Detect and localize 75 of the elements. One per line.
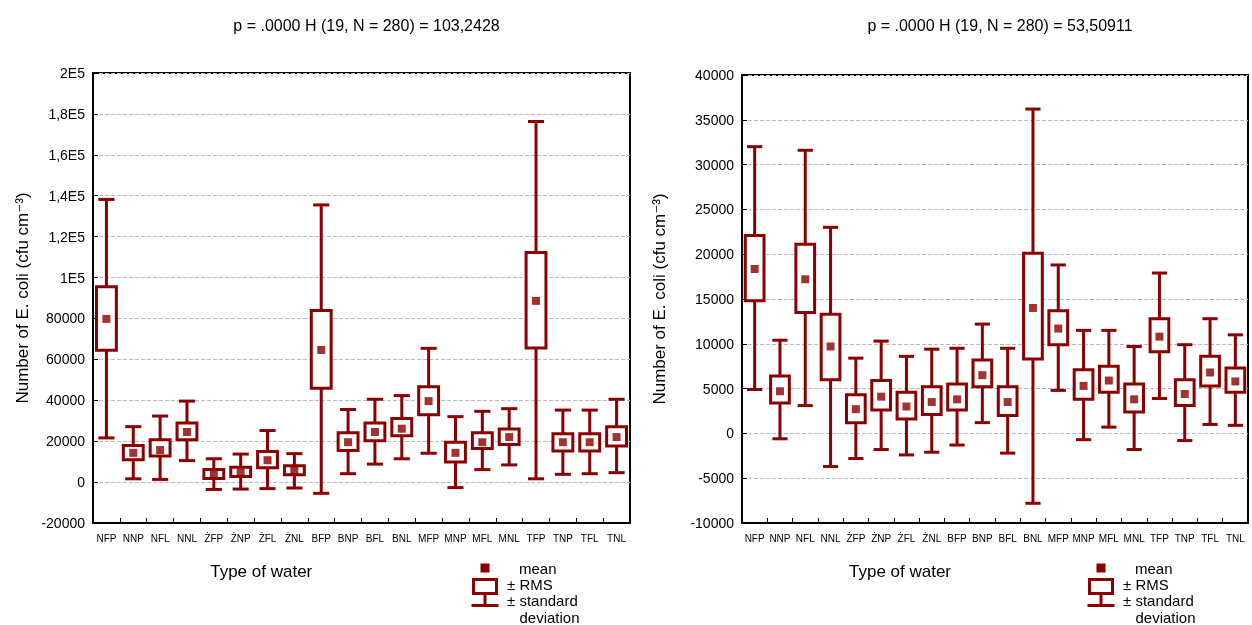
text: ± RMS <box>1123 576 1169 593</box>
x-tick-label: TFL <box>1201 532 1220 544</box>
x-tick-label: TFP <box>526 532 546 544</box>
y-tick-label: -5000 <box>698 470 735 487</box>
x-tick-label: BFL <box>365 532 385 544</box>
y-tick-label: 0 <box>77 474 86 491</box>
chart-title: p = .0000 H (19, N = 280) = 103,2428 <box>233 16 500 34</box>
y-tick-label: 10000 <box>695 335 735 352</box>
x-tick-label: NNL <box>176 532 198 544</box>
text: ± standard deviation <box>1123 592 1196 625</box>
y-tick-label: 1,4E5 <box>48 187 86 204</box>
y-tick-label: 1,6E5 <box>48 146 86 163</box>
x-tick-label: MNP <box>444 532 467 544</box>
x-tick-label: TNL <box>1225 532 1246 544</box>
y-tick-label: 35000 <box>695 111 735 128</box>
y-tick-label: -20000 <box>41 515 86 531</box>
x-tick-label: NFP <box>744 532 765 544</box>
x-tick-label: MNL <box>498 532 521 544</box>
x-tick-label: MFL <box>1098 532 1120 544</box>
x-tick-label: MFP <box>1047 532 1070 544</box>
x-tick-label: BFP <box>947 532 968 544</box>
x-tick-label: BNP <box>972 532 993 544</box>
x-tick-label: MFP <box>418 532 440 544</box>
x-tick-label: TNP <box>1174 532 1196 544</box>
x-tick-label: TNP <box>552 532 574 544</box>
x-tick-label: ŻNP <box>230 531 252 544</box>
chart-title: p = .0000 H (19, N = 280) = 53,50911 <box>867 16 1133 34</box>
y-tick-label: 1,2E5 <box>48 228 86 245</box>
y-tick-label: 40000 <box>46 392 86 409</box>
y-tick-label: 40000 <box>695 67 735 83</box>
y-axis-title: Number of E. coli (cfu cm⁻³) <box>12 192 32 404</box>
x-tick-label: BNL <box>392 532 412 544</box>
y-tick-label: 1,8E5 <box>48 105 86 122</box>
y-tick-label: 1E5 <box>60 269 86 286</box>
y-tick-label: 20000 <box>695 246 735 263</box>
x-tick-label: MNL <box>1123 532 1146 544</box>
y-tick-label: 15000 <box>695 291 735 307</box>
x-tick-label: MNP <box>1072 532 1095 544</box>
x-tick-label: ŻNL <box>922 531 942 544</box>
text: mean <box>1135 560 1173 577</box>
y-tick-label: 25000 <box>695 201 735 218</box>
y-tick-label: 80000 <box>46 310 86 327</box>
x-tick-label: ŻNP <box>871 531 892 544</box>
y-tick-label: 30000 <box>695 156 735 173</box>
text: mean <box>519 560 557 577</box>
x-tick-label: NNP <box>122 532 145 544</box>
y-tick-label: 2E5 <box>60 65 86 81</box>
x-tick-label: NNP <box>769 532 791 544</box>
x-tick-label: TFP <box>1150 532 1170 544</box>
x-tick-label: BFP <box>311 532 332 544</box>
x-tick-label: ŻFP <box>846 531 866 544</box>
x-axis-title: Type of water <box>210 562 313 581</box>
x-tick-label: NNL <box>820 532 841 544</box>
x-tick-label: ŻNL <box>284 531 305 544</box>
x-tick-label: NFP <box>96 532 117 544</box>
y-axis-title: Number of E. coli (cfu cm⁻³) <box>650 193 669 405</box>
x-tick-label: MFL <box>472 532 493 544</box>
y-tick-label: 60000 <box>46 351 86 368</box>
x-tick-label: ŻFL <box>258 531 277 544</box>
x-tick-label: BFL <box>998 532 1018 544</box>
x-tick-label: BNL <box>1023 532 1044 544</box>
x-tick-label: BNP <box>337 532 359 544</box>
x-tick-label: ŻFP <box>204 531 224 544</box>
x-axis-title: Type of water <box>848 562 952 581</box>
y-tick-label: 5000 <box>702 380 735 397</box>
x-tick-label: NFL <box>150 532 170 544</box>
text: ± RMS <box>507 576 553 593</box>
y-tick-label: 0 <box>726 425 735 442</box>
y-tick-label: -10000 <box>690 515 735 531</box>
x-tick-label: NFL <box>795 532 816 544</box>
x-tick-label: TFL <box>580 532 600 544</box>
y-tick-label: 20000 <box>46 433 86 450</box>
text: ± standard deviation <box>507 592 580 625</box>
x-tick-label: ŻFL <box>897 531 916 544</box>
x-tick-label: TNL <box>607 532 627 544</box>
